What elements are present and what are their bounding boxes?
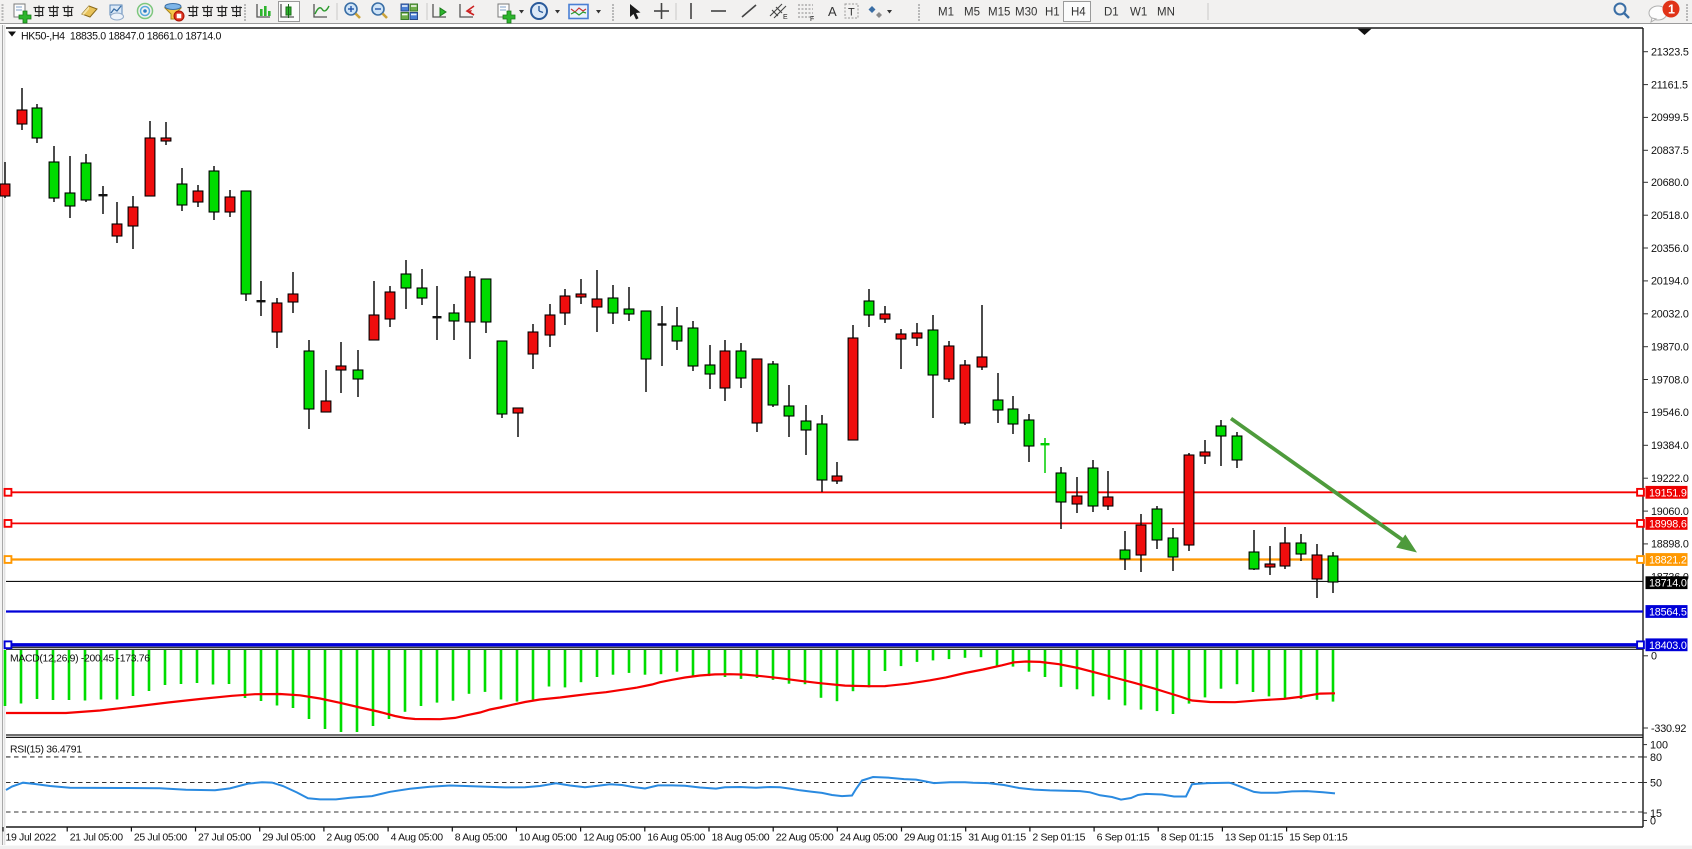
svg-text:20837.5: 20837.5 xyxy=(1651,145,1689,157)
svg-text:29 Aug 01:15: 29 Aug 01:15 xyxy=(904,832,962,844)
svg-text:19222.0: 19222.0 xyxy=(1651,473,1689,485)
svg-text:0: 0 xyxy=(1651,651,1657,663)
svg-text:4 Aug 05:00: 4 Aug 05:00 xyxy=(391,832,444,844)
svg-text:15 Sep 01:15: 15 Sep 01:15 xyxy=(1289,832,1348,844)
svg-text:20680.0: 20680.0 xyxy=(1651,177,1689,189)
svg-text:20032.0: 20032.0 xyxy=(1651,309,1689,321)
svg-text:21 Jul 05:00: 21 Jul 05:00 xyxy=(70,832,124,844)
svg-text:T: T xyxy=(848,7,855,19)
svg-text:22 Aug 05:00: 22 Aug 05:00 xyxy=(776,832,834,844)
svg-text:-330.92: -330.92 xyxy=(1651,723,1686,735)
svg-text:18898.0: 18898.0 xyxy=(1651,539,1689,551)
svg-text:M1: M1 xyxy=(938,7,954,19)
svg-text:18714.0: 18714.0 xyxy=(1649,578,1687,590)
svg-text:H1: H1 xyxy=(1045,7,1060,19)
svg-text:80: 80 xyxy=(1650,752,1662,764)
svg-text:16 Aug 05:00: 16 Aug 05:00 xyxy=(647,832,705,844)
svg-text:F: F xyxy=(810,16,814,23)
svg-text:1: 1 xyxy=(1668,3,1675,17)
svg-text:19 Jul 2022: 19 Jul 2022 xyxy=(6,832,57,844)
svg-text:20999.5: 20999.5 xyxy=(1651,112,1689,124)
svg-text:21161.5: 21161.5 xyxy=(1651,79,1688,91)
svg-text:2 Sep 01:15: 2 Sep 01:15 xyxy=(1032,832,1085,844)
svg-text:E: E xyxy=(783,14,788,21)
svg-text:18998.6: 18998.6 xyxy=(1649,518,1687,530)
svg-text:6 Sep 01:15: 6 Sep 01:15 xyxy=(1097,832,1150,844)
svg-text:12 Aug 05:00: 12 Aug 05:00 xyxy=(583,832,641,844)
svg-text:18564.5: 18564.5 xyxy=(1649,607,1687,619)
svg-text:8 Sep 01:15: 8 Sep 01:15 xyxy=(1161,832,1214,844)
svg-text:24 Aug 05:00: 24 Aug 05:00 xyxy=(840,832,898,844)
svg-text:20356.0: 20356.0 xyxy=(1651,243,1689,255)
svg-text:100: 100 xyxy=(1650,739,1668,751)
svg-text:8 Aug 05:00: 8 Aug 05:00 xyxy=(455,832,508,844)
svg-text:M30: M30 xyxy=(1015,7,1037,19)
svg-text:25 Jul 05:00: 25 Jul 05:00 xyxy=(134,832,188,844)
svg-text:19384.0: 19384.0 xyxy=(1651,440,1689,452)
svg-text:0: 0 xyxy=(1650,815,1656,827)
svg-text:18403.0: 18403.0 xyxy=(1649,640,1687,652)
svg-text:27 Jul 05:00: 27 Jul 05:00 xyxy=(198,832,252,844)
svg-text:M5: M5 xyxy=(964,7,980,19)
svg-text:10 Aug 05:00: 10 Aug 05:00 xyxy=(519,832,577,844)
svg-text:H4: H4 xyxy=(1071,7,1086,19)
svg-text:2 Aug 05:00: 2 Aug 05:00 xyxy=(326,832,379,844)
svg-text:MACD(12,26,9) -200.45 -173.76: MACD(12,26,9) -200.45 -173.76 xyxy=(10,654,150,665)
svg-text:18821.2: 18821.2 xyxy=(1649,555,1687,567)
svg-text:A: A xyxy=(828,4,837,19)
svg-text:MN: MN xyxy=(1157,7,1175,19)
svg-text:19151.9: 19151.9 xyxy=(1649,487,1687,499)
svg-text:31 Aug 01:15: 31 Aug 01:15 xyxy=(968,832,1026,844)
svg-text:M15: M15 xyxy=(988,7,1010,19)
svg-text:20518.0: 20518.0 xyxy=(1651,210,1689,222)
svg-text:15: 15 xyxy=(1650,808,1662,820)
svg-text:19060.0: 19060.0 xyxy=(1651,506,1689,518)
svg-text:19708.0: 19708.0 xyxy=(1651,374,1689,386)
svg-text:D1: D1 xyxy=(1104,7,1119,19)
svg-text:RSI(15) 36.4791: RSI(15) 36.4791 xyxy=(10,745,82,756)
svg-text:29 Jul 05:00: 29 Jul 05:00 xyxy=(262,832,316,844)
svg-text:19870.0: 19870.0 xyxy=(1651,342,1689,354)
svg-text:20194.0: 20194.0 xyxy=(1651,276,1689,288)
svg-text:50: 50 xyxy=(1650,777,1662,789)
svg-text:19546.0: 19546.0 xyxy=(1651,407,1689,419)
svg-text:18 Aug 05:00: 18 Aug 05:00 xyxy=(712,832,770,844)
svg-text:W1: W1 xyxy=(1130,7,1147,19)
svg-text:HK50-,H4 18835.0 18847.0 1866: HK50-,H4 18835.0 18847.0 18661.0 18714.0 xyxy=(21,31,222,43)
svg-text:21323.5: 21323.5 xyxy=(1651,47,1689,59)
svg-text:13 Sep 01:15: 13 Sep 01:15 xyxy=(1225,832,1284,844)
